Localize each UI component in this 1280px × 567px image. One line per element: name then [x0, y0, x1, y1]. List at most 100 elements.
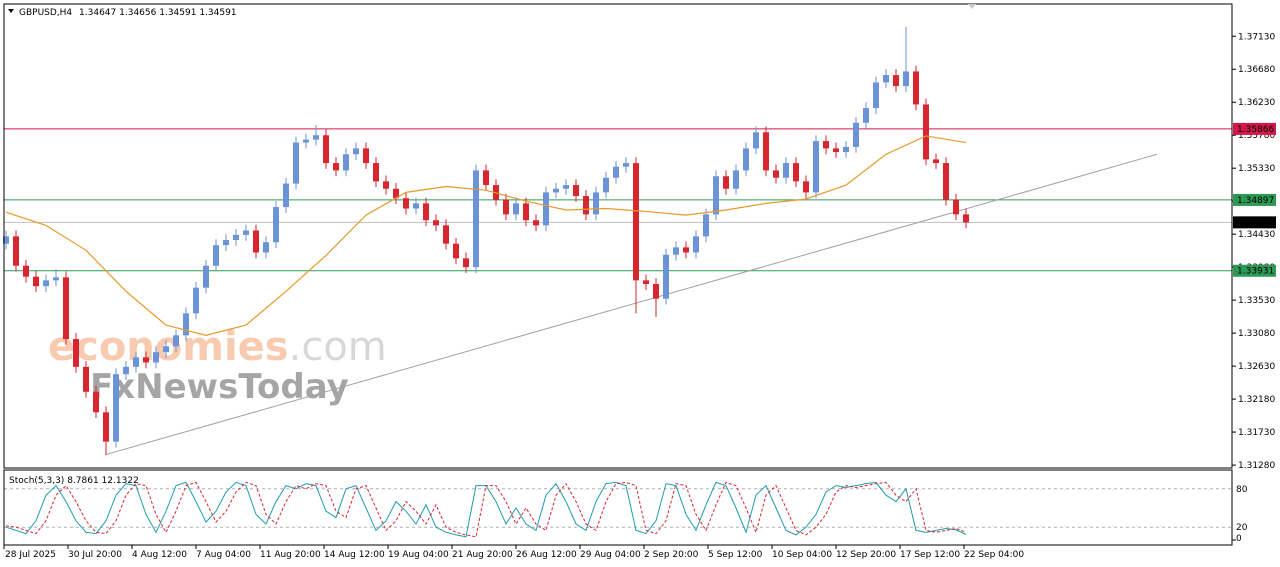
- candle-body: [903, 71, 909, 87]
- candle-body: [843, 146, 849, 153]
- ohlc-value: 1.34647: [79, 8, 116, 18]
- candle-body: [103, 412, 109, 442]
- candle-body: [333, 163, 339, 171]
- candle-body: [823, 141, 829, 149]
- candle-body: [163, 346, 169, 353]
- x-tick-label: 29 Aug 04:00: [580, 550, 641, 560]
- candle-body: [603, 177, 609, 193]
- y-tick-label: 1.37130: [1238, 32, 1275, 42]
- x-tick-label: 11 Aug 20:00: [260, 550, 321, 560]
- y-tick-label: 1.32630: [1238, 362, 1275, 372]
- candle-body: [323, 135, 329, 164]
- y-tick-label: 1.36680: [1238, 65, 1275, 75]
- candle-body: [303, 139, 309, 143]
- candle-body: [123, 366, 129, 375]
- symbol-header: GBPUSD,H4 1.34647 1.34656 1.34591 1.3459…: [19, 8, 237, 18]
- watermark-part: .com: [289, 324, 387, 370]
- candle-body: [73, 338, 79, 367]
- x-tick-label: 30 Jul 20:00: [68, 550, 122, 560]
- level-price-label: 1.33931: [1237, 267, 1274, 277]
- y-tick-label: 1.31280: [1238, 461, 1275, 471]
- candle-body: [783, 163, 789, 178]
- candle-body: [523, 203, 529, 221]
- candle-body: [743, 148, 749, 171]
- candle-body: [833, 148, 839, 153]
- x-tick-label: 12 Sep 20:00: [836, 550, 896, 560]
- x-tick-label: 7 Aug 04:00: [196, 550, 251, 560]
- candle-body: [553, 188, 559, 193]
- x-tick-label: 2 Sep 20:00: [644, 550, 699, 560]
- candle-body: [83, 366, 89, 392]
- candle-body: [923, 104, 929, 160]
- candle-body: [313, 135, 319, 140]
- candle-body: [63, 277, 69, 339]
- candle-body: [23, 265, 29, 277]
- dropdown-icon[interactable]: [8, 9, 14, 13]
- x-tick-label: 21 Aug 20:00: [452, 550, 513, 560]
- stoch-d-line: [5, 481, 967, 538]
- candle-body: [773, 170, 779, 178]
- candle-body: [113, 374, 119, 442]
- x-tick-label: 17 Sep 12:00: [900, 550, 960, 560]
- candle-body: [893, 75, 899, 87]
- candle-body: [813, 141, 819, 193]
- candle-body: [703, 214, 709, 237]
- candle-body: [673, 247, 679, 255]
- candle-body: [393, 188, 399, 199]
- candle-body: [953, 199, 959, 215]
- shift-marker: [968, 4, 976, 9]
- candle-body: [513, 203, 519, 215]
- watermark-text: economies.com: [48, 324, 387, 370]
- candle-body: [473, 170, 479, 268]
- x-tick-label: 4 Aug 12:00: [132, 550, 187, 560]
- y-tick-label: 1.31730: [1238, 428, 1275, 438]
- candle-body: [543, 192, 549, 226]
- candle-body: [343, 154, 349, 171]
- x-tick-label: 14 Aug 12:00: [324, 550, 385, 560]
- y-tick-label: 1.33530: [1238, 296, 1275, 306]
- candle-body: [723, 176, 729, 189]
- candle-body: [623, 163, 629, 167]
- plots: [3, 26, 1236, 541]
- stoch-pane-border: [3, 469, 1233, 546]
- candle-body: [563, 185, 569, 189]
- candle-body: [883, 75, 889, 83]
- candle-body: [273, 207, 279, 243]
- y-tick-label: 1.34430: [1238, 230, 1275, 240]
- candle-body: [133, 357, 139, 367]
- ohlc-value: 1.34591: [159, 8, 196, 18]
- candle-body: [913, 71, 919, 105]
- candle-body: [43, 280, 49, 287]
- y-tick-label: 1.32180: [1238, 395, 1275, 405]
- indicator-name: Stoch(5,3,3): [9, 476, 64, 486]
- candle-body: [33, 276, 39, 287]
- y-tick-label: 80: [1236, 485, 1248, 495]
- x-tick-label: 22 Sep 04:00: [964, 550, 1024, 560]
- candle-body: [213, 245, 219, 266]
- watermark: economies.com FxNewsToday: [48, 324, 387, 407]
- candle-body: [693, 236, 699, 253]
- candle-body: [653, 284, 659, 299]
- candle-body: [243, 230, 249, 235]
- candle-body: [593, 192, 599, 215]
- candle-body: [643, 280, 649, 285]
- candle-body: [613, 166, 619, 178]
- x-tick-label: 28 Jul 2025: [5, 550, 56, 560]
- candle-body: [963, 214, 969, 223]
- candle-body: [93, 391, 99, 413]
- watermark-text: FxNewsToday: [90, 367, 349, 407]
- y-tick-label: 1.33080: [1238, 329, 1275, 339]
- candle-body: [253, 230, 259, 253]
- candle-body: [223, 240, 229, 246]
- candle-body: [873, 82, 879, 109]
- last-price-tag: [1233, 216, 1276, 229]
- level-price-tag: [1233, 193, 1276, 206]
- candle-body: [433, 220, 439, 226]
- y-tick-label: 1.35330: [1238, 164, 1275, 174]
- candle-body: [853, 122, 859, 147]
- candle-body: [573, 185, 579, 197]
- candle-body: [183, 313, 189, 336]
- candle-body: [203, 265, 209, 288]
- moving-average: [5, 135, 967, 336]
